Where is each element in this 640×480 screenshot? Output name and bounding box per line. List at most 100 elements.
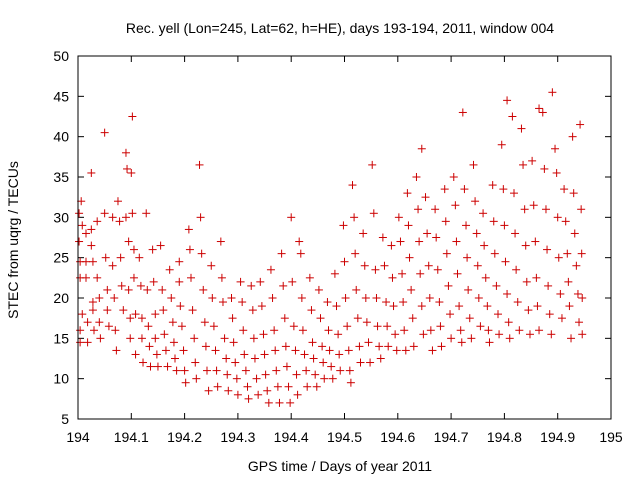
data-point	[388, 273, 397, 282]
data-point	[564, 277, 573, 286]
data-point	[207, 261, 216, 270]
data-point	[405, 253, 414, 262]
data-point	[136, 281, 145, 290]
data-point	[223, 370, 232, 379]
data-point	[257, 302, 266, 311]
data-point	[473, 261, 482, 270]
data-point	[369, 209, 378, 218]
data-point	[191, 358, 200, 367]
data-point	[414, 205, 423, 214]
data-point	[81, 273, 90, 282]
data-point	[272, 366, 281, 375]
data-point	[250, 354, 259, 363]
data-point	[339, 221, 348, 230]
data-point	[500, 221, 509, 230]
data-point	[314, 285, 323, 294]
data-point	[373, 322, 382, 331]
data-point	[408, 314, 417, 323]
y-tick-label: 50	[53, 48, 69, 64]
data-point	[578, 294, 587, 302]
data-point	[391, 330, 400, 339]
data-point	[222, 354, 231, 363]
data-point	[495, 330, 504, 339]
data-point	[119, 306, 128, 315]
data-point	[159, 306, 168, 315]
data-point	[218, 298, 227, 307]
data-point	[577, 249, 586, 258]
data-point	[544, 281, 553, 290]
data-point	[484, 326, 493, 335]
data-point	[286, 398, 295, 407]
data-point	[394, 213, 403, 222]
data-point	[165, 265, 174, 274]
x-axis-label: GPS time / Days of year 2011	[248, 458, 432, 474]
data-point	[503, 289, 512, 298]
data-point	[128, 209, 137, 218]
data-point	[231, 358, 240, 367]
data-point	[398, 269, 407, 278]
data-point	[123, 164, 132, 173]
data-point	[431, 205, 440, 214]
data-point	[239, 326, 248, 335]
data-point	[81, 229, 90, 238]
data-point	[460, 185, 469, 194]
data-point	[181, 378, 190, 387]
y-axis-label: STEC from uqrg / TECUs	[5, 161, 21, 319]
data-point	[76, 338, 85, 347]
data-point	[115, 217, 124, 226]
data-point	[474, 294, 483, 302]
data-point	[356, 358, 365, 367]
data-point	[503, 96, 512, 105]
data-point	[387, 241, 396, 250]
data-point	[111, 326, 120, 335]
data-point	[351, 249, 360, 258]
data-point	[213, 382, 222, 391]
data-point	[425, 294, 434, 302]
plot-frame	[77, 55, 612, 420]
data-point	[93, 273, 102, 282]
data-point	[334, 330, 343, 339]
data-point	[577, 205, 586, 214]
data-point	[421, 193, 430, 202]
data-point	[472, 229, 481, 238]
data-point	[320, 374, 329, 383]
data-point	[476, 322, 485, 331]
data-point	[95, 318, 104, 327]
data-point	[446, 310, 455, 319]
data-point	[204, 386, 213, 395]
data-point	[96, 334, 105, 343]
y-tick-label: 20	[53, 290, 69, 306]
data-point	[340, 257, 349, 266]
data-point	[480, 241, 489, 250]
data-point	[129, 245, 138, 254]
data-point	[233, 390, 242, 399]
data-point	[177, 322, 186, 331]
data-point	[407, 285, 416, 294]
data-point	[307, 306, 316, 315]
data-point	[188, 306, 197, 315]
axis-tick-labels: 194 194.1 194.2 194.3 194.4 194.5 194.6 194.7 19…	[53, 48, 622, 445]
data-point	[199, 285, 208, 294]
data-point	[103, 285, 112, 294]
data-point	[327, 362, 336, 371]
data-points	[75, 88, 587, 407]
data-point	[281, 342, 290, 351]
data-point	[190, 334, 199, 343]
data-point	[497, 140, 506, 149]
x-tick-label: 194.8	[487, 429, 522, 445]
data-point	[179, 346, 188, 355]
data-point	[275, 398, 284, 407]
data-point	[494, 310, 503, 319]
data-point	[110, 294, 119, 302]
data-point	[341, 294, 350, 302]
data-point	[137, 314, 146, 323]
data-point	[116, 253, 125, 262]
data-point	[100, 209, 109, 218]
data-point	[143, 285, 152, 294]
data-point	[350, 213, 359, 222]
data-point	[499, 185, 508, 194]
data-point	[344, 346, 353, 355]
data-point	[545, 310, 554, 319]
data-point	[469, 160, 478, 169]
